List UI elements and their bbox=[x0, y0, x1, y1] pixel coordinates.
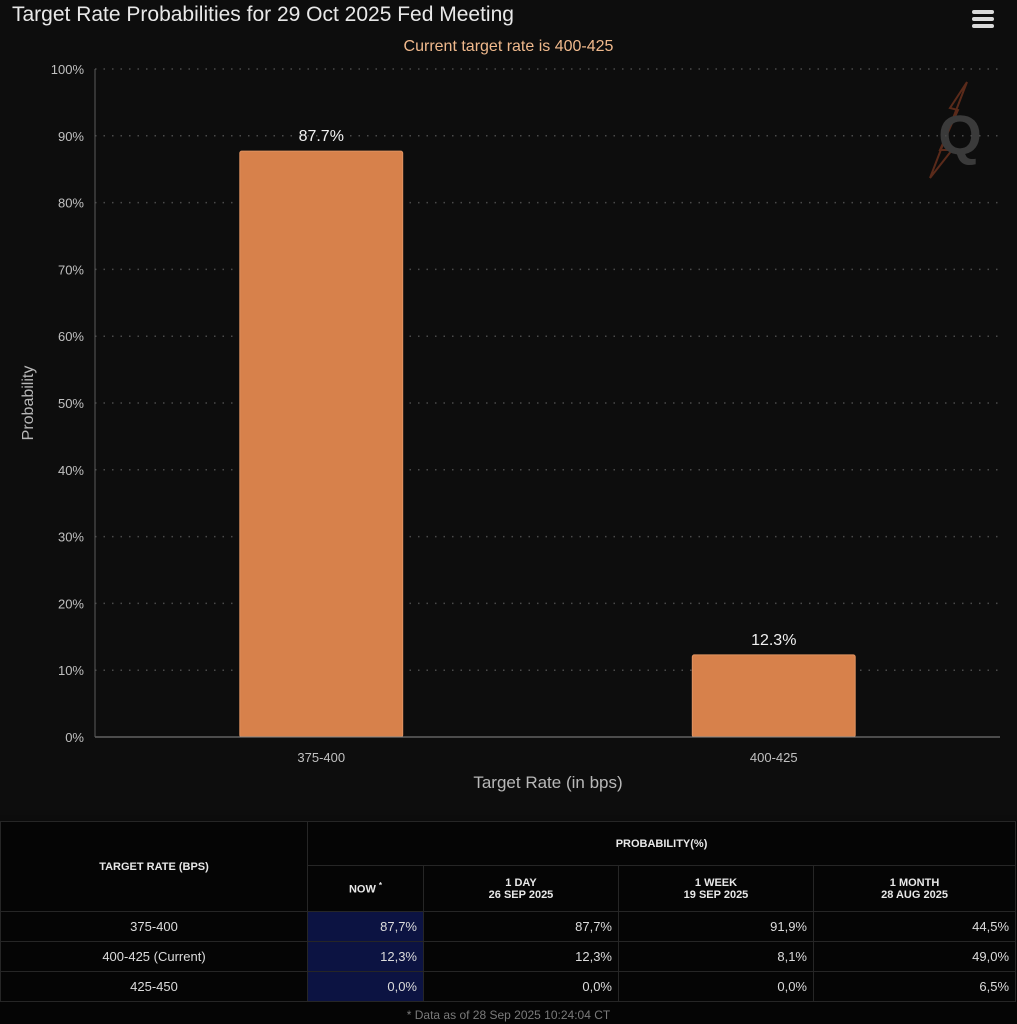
data-timestamp-footnote: * Data as of 28 Sep 2025 10:24:04 CT bbox=[406, 1008, 611, 1022]
probability-header: PROBABILITY(%) bbox=[306, 821, 1017, 866]
y-tick-label: 10% bbox=[58, 663, 84, 678]
cell-1-week: 91,9% bbox=[618, 911, 814, 942]
y-tick-label: 100% bbox=[51, 62, 85, 77]
table-row: 400-425 (Current) 12,3% 12,3% 8,1% 49,0% bbox=[0, 941, 1017, 972]
y-tick-label: 60% bbox=[58, 329, 84, 344]
column-header-now-label: NOW bbox=[348, 883, 376, 896]
cell-1-day: 12,3% bbox=[423, 941, 619, 972]
column-header-1-week: 1 WEEK 19 SEP 2025 bbox=[618, 865, 814, 912]
y-axis-label: Probability bbox=[20, 366, 37, 441]
cell-1-month: 49,0% bbox=[812, 941, 1017, 972]
column-header-1-day-date: 26 SEP 2025 bbox=[488, 888, 554, 901]
row-target-rate: 400-425 (Current) bbox=[0, 941, 308, 972]
cell-now: 0,0% bbox=[307, 971, 424, 1002]
bar-chart: Q 0% 10% 20% 30% 40% 50% 60% 70% 80% 90% 100% 87.7… bbox=[20, 62, 1000, 792]
cell-1-month: 44,5% bbox=[812, 911, 1017, 942]
cell-1-day: 0,0% bbox=[423, 971, 619, 1002]
chart-subtitle: Current target rate is 400-425 bbox=[403, 38, 614, 55]
cell-1-day: 87,7% bbox=[423, 911, 619, 942]
now-footnote-marker: * bbox=[378, 881, 383, 891]
bar bbox=[239, 150, 404, 738]
column-header-now: NOW * bbox=[307, 865, 424, 912]
row-target-rate: 375-400 bbox=[0, 911, 308, 942]
y-tick-label: 20% bbox=[58, 596, 84, 611]
y-tick-label: 70% bbox=[58, 262, 84, 277]
cell-now: 87,7% bbox=[307, 911, 424, 942]
column-header-1-month-label: 1 MONTH bbox=[889, 876, 940, 889]
watermark-logo-text: Q bbox=[938, 103, 982, 166]
x-tick-label: 400-425 bbox=[750, 750, 798, 765]
table-row: 425-450 0,0% 0,0% 0,0% 6,5% bbox=[0, 971, 1017, 1002]
watermark-logo: Q bbox=[929, 81, 982, 179]
x-axis-label: Target Rate (in bps) bbox=[473, 773, 622, 792]
column-header-1-day: 1 DAY 26 SEP 2025 bbox=[423, 865, 619, 912]
bar bbox=[691, 654, 856, 738]
y-tick-label: 90% bbox=[58, 129, 84, 144]
target-rate-header: TARGET RATE (BPS) bbox=[0, 821, 308, 912]
bar-data-label: 12.3% bbox=[751, 632, 796, 649]
probability-table-panel: TARGET RATE (BPS) PROBABILITY(%) NOW * 1… bbox=[0, 821, 1017, 1024]
column-header-1-day-label: 1 DAY bbox=[505, 876, 537, 889]
cell-1-week: 0,0% bbox=[618, 971, 814, 1002]
bar-data-label: 87.7% bbox=[299, 128, 344, 145]
y-tick-label: 50% bbox=[58, 396, 84, 411]
row-target-rate: 425-450 bbox=[0, 971, 308, 1002]
cell-now: 12,3% bbox=[307, 941, 424, 972]
hamburger-menu-icon[interactable] bbox=[966, 6, 1000, 32]
column-header-1-month-date: 28 AUG 2025 bbox=[881, 888, 948, 901]
probability-table: TARGET RATE (BPS) PROBABILITY(%) NOW * 1… bbox=[0, 821, 1017, 1002]
y-tick-label: 0% bbox=[65, 730, 84, 745]
cell-1-week: 8,1% bbox=[618, 941, 814, 972]
x-tick-label: 375-400 bbox=[297, 750, 345, 765]
chart-panel: Target Rate Probabilities for 29 Oct 202… bbox=[12, 3, 1000, 792]
y-tick-label: 40% bbox=[58, 463, 84, 478]
cell-1-month: 6,5% bbox=[812, 971, 1017, 1002]
column-header-1-week-label: 1 WEEK bbox=[694, 876, 738, 889]
column-header-1-week-date: 19 SEP 2025 bbox=[683, 888, 749, 901]
y-tick-label: 30% bbox=[58, 530, 84, 545]
y-tick-label: 80% bbox=[58, 196, 84, 211]
table-row: 375-400 87,7% 87,7% 91,9% 44,5% bbox=[0, 911, 1017, 942]
chart-title: Target Rate Probabilities for 29 Oct 202… bbox=[12, 3, 514, 26]
column-header-1-month: 1 MONTH 28 AUG 2025 bbox=[812, 865, 1017, 912]
